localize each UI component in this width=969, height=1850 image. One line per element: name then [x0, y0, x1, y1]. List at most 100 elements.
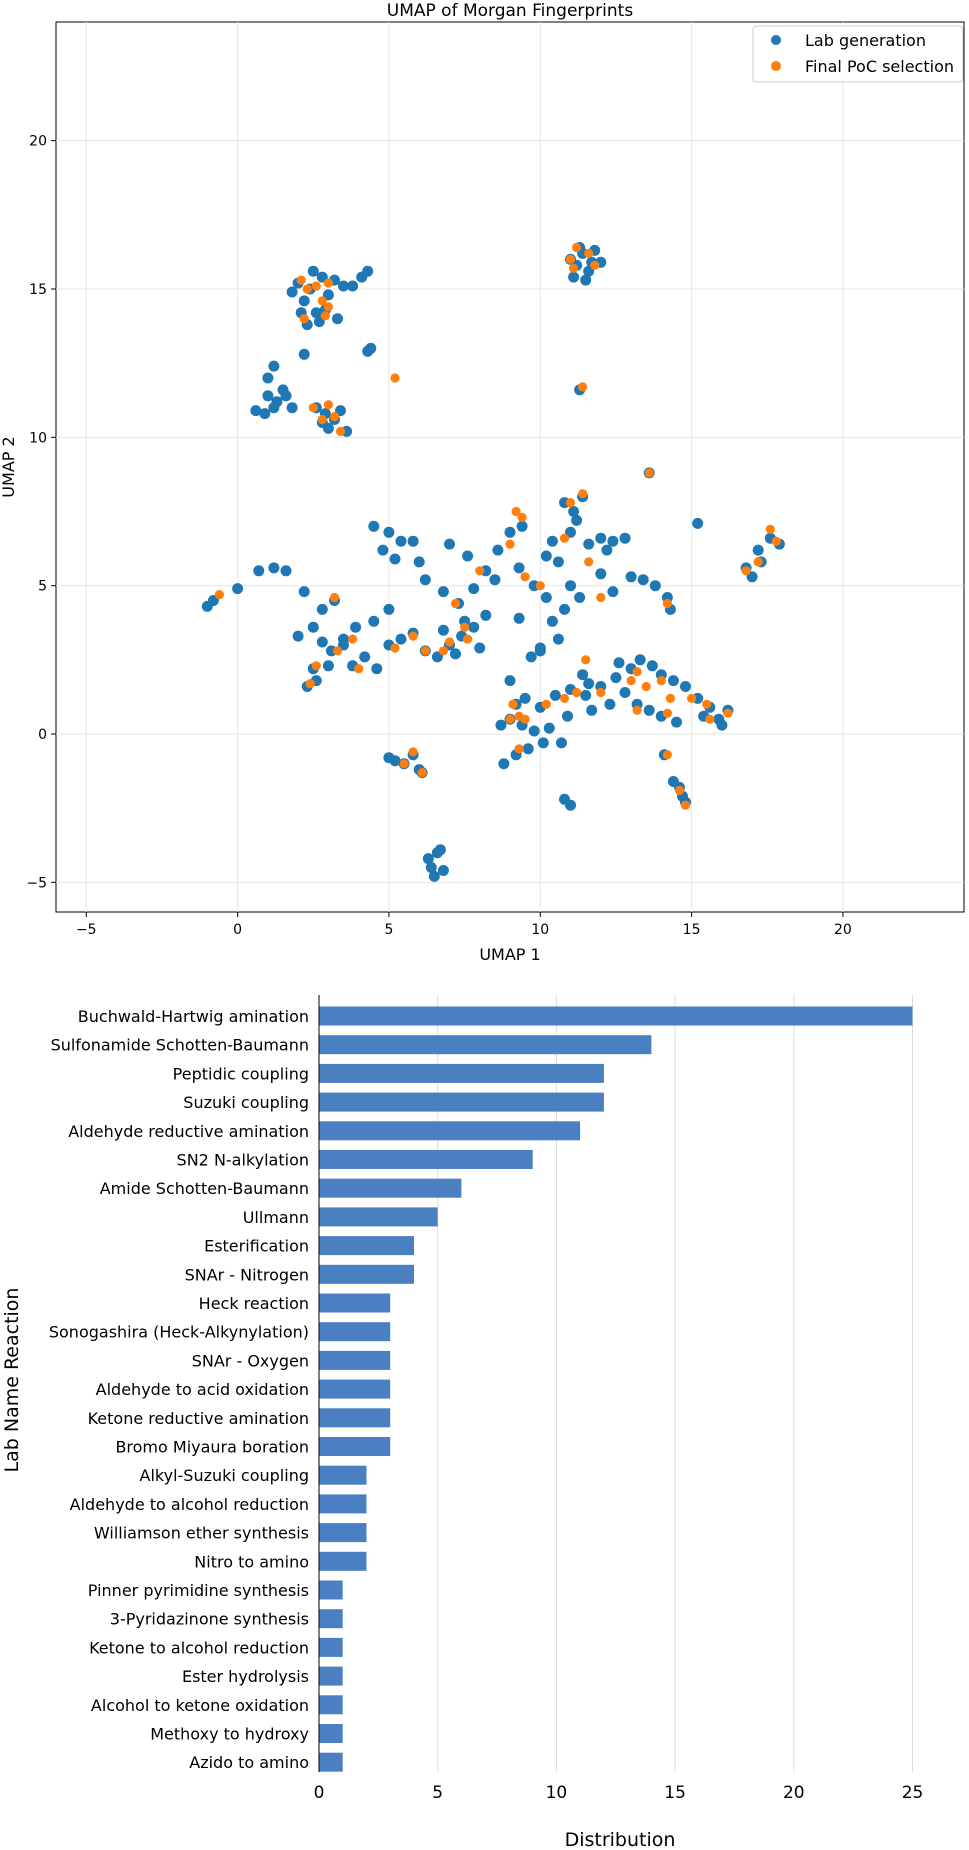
scatter-point — [298, 586, 310, 598]
scatter-point — [513, 562, 525, 574]
bar — [319, 1551, 367, 1571]
scatter-point — [377, 544, 389, 556]
scatter-point — [583, 538, 595, 550]
scatter-point — [595, 568, 607, 580]
scatter-point — [680, 800, 691, 810]
scatter-point — [716, 719, 728, 731]
bar-category-label: Esterification — [204, 1237, 309, 1256]
scatter-point — [298, 348, 310, 360]
bar — [319, 1609, 343, 1629]
scatter-point — [644, 468, 654, 478]
scatter-point — [625, 571, 637, 583]
scatter-point — [514, 744, 524, 754]
bar — [319, 1752, 343, 1772]
scatter-point — [262, 390, 274, 402]
scatter-point — [607, 586, 619, 598]
bar — [319, 1408, 391, 1428]
scatter-point — [577, 669, 589, 681]
bar — [319, 1379, 391, 1399]
scatter-point — [667, 675, 679, 687]
scatter-point — [516, 520, 528, 532]
scatter-point — [619, 532, 631, 544]
scatter-point — [511, 506, 521, 517]
scatter-x-tick-label: −5 — [76, 922, 97, 938]
scatter-point — [519, 692, 531, 704]
bar — [319, 1322, 391, 1342]
scatter-point — [389, 553, 401, 565]
scatter-point — [428, 870, 440, 882]
scatter-point — [580, 689, 592, 701]
scatter-point — [323, 278, 333, 288]
scatter-point — [419, 574, 431, 586]
bar-y-axis-label: Lab Name Reaction — [1, 1288, 23, 1473]
scatter-point — [492, 544, 504, 556]
scatter-point — [437, 624, 449, 636]
scatter-point — [286, 286, 298, 298]
scatter-point — [559, 603, 570, 615]
bar — [319, 1236, 414, 1256]
scatter-point — [525, 651, 537, 663]
bar-panel: Buchwald-Hartwig amination Sulfonamide Sc… — [1, 995, 923, 1850]
scatter-point — [517, 512, 527, 523]
scatter-point — [474, 642, 486, 654]
scatter-point — [565, 799, 576, 811]
scatter-point — [368, 520, 380, 532]
scatter-point — [596, 592, 606, 603]
scatter-point — [408, 631, 418, 641]
scatter-point — [580, 274, 592, 286]
bar-x-tick-label: 5 — [432, 1783, 443, 1803]
scatter-point — [680, 681, 691, 692]
scatter-point — [581, 655, 591, 665]
scatter-point — [498, 758, 510, 770]
bar — [319, 1207, 438, 1227]
scatter-point — [316, 636, 328, 648]
scatter-point — [262, 372, 274, 384]
scatter-point — [607, 535, 619, 547]
bar-x-axis-label: Distribution — [565, 1829, 676, 1850]
scatter-point — [535, 581, 545, 591]
scatter-point — [253, 565, 265, 577]
scatter-point — [596, 687, 606, 698]
scatter-point — [362, 265, 374, 277]
scatter-title: UMAP of Morgan Fingerprints — [387, 1, 634, 21]
bar — [319, 1724, 343, 1743]
scatter-point — [705, 714, 715, 724]
scatter-point — [338, 280, 349, 292]
scatter-y-tick-label: 5 — [38, 579, 47, 595]
scatter-y-axis-label: UMAP 2 — [0, 436, 18, 497]
scatter-point — [305, 679, 315, 689]
bar-category-label: Ketone to alcohol reduction — [89, 1638, 309, 1657]
bar-category-label: 3-Pyridazinone synthesis — [110, 1610, 309, 1629]
scatter-point — [546, 535, 558, 547]
bar-x-tick-label: 10 — [546, 1783, 568, 1803]
scatter-point — [572, 687, 582, 698]
scatter-point — [268, 562, 280, 574]
scatter-point — [568, 271, 580, 283]
scatter-point — [296, 275, 306, 285]
bar-category-label: Pinner pyrimidine synthesis — [88, 1581, 309, 1600]
bar-category-label: Sonogashira (Heck-Alkynylation) — [49, 1323, 309, 1342]
bar-category-label: Heck reaction — [199, 1294, 309, 1313]
scatter-point — [590, 260, 600, 270]
bar-x-tick-label: 20 — [783, 1783, 805, 1803]
scatter-point — [395, 633, 407, 645]
scatter-point — [368, 615, 380, 627]
scatter-point — [540, 592, 552, 603]
bar — [319, 1264, 414, 1284]
scatter-point — [317, 296, 327, 306]
scatter-point — [420, 646, 430, 656]
scatter-point — [552, 556, 564, 568]
scatter-point — [662, 708, 673, 718]
scatter-point — [632, 705, 642, 715]
scatter-point — [463, 634, 473, 644]
scatter-legend: Lab generation Final PoC selection — [752, 25, 964, 83]
bar-category-label: Nitro to amino — [194, 1552, 309, 1571]
scatter-point — [513, 612, 525, 624]
bar — [319, 1150, 533, 1169]
bar — [319, 1666, 343, 1686]
scatter-point — [667, 776, 679, 787]
legend-label-lab-generation: Lab generation — [805, 31, 926, 50]
legend-marker-lab-generation — [771, 35, 781, 45]
scatter-points — [201, 242, 785, 882]
bar — [319, 1006, 913, 1026]
